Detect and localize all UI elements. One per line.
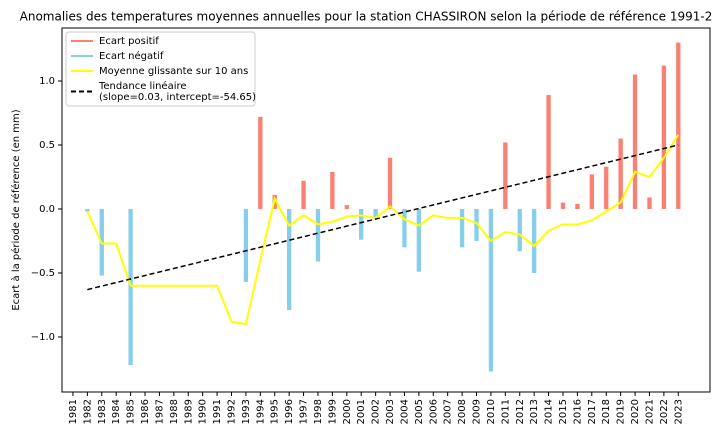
legend: Ecart positif Ecart négatif Moyenne glissa… bbox=[65, 31, 256, 107]
x-tick-label: 1992 bbox=[226, 399, 237, 424]
legend-label: Moyenne glissante sur 10 ans bbox=[99, 66, 248, 77]
x-tick-label: 2011 bbox=[500, 399, 511, 424]
legend-box bbox=[65, 31, 256, 107]
bar bbox=[647, 197, 652, 209]
y-tick-label: 0.5 bbox=[39, 140, 55, 151]
bar bbox=[676, 42, 681, 209]
x-tick-label: 1985 bbox=[126, 399, 137, 424]
bar bbox=[373, 208, 378, 218]
bar bbox=[503, 142, 508, 209]
x-tick-label: 1994 bbox=[255, 399, 266, 424]
bar bbox=[416, 208, 422, 272]
bar bbox=[315, 208, 321, 262]
y-axis-label: Ecart à la période de référence (en mm) bbox=[10, 109, 22, 310]
bar bbox=[387, 157, 393, 209]
bar bbox=[359, 208, 364, 240]
bar bbox=[85, 208, 90, 212]
x-tick-label: 2001 bbox=[356, 399, 367, 424]
bar bbox=[575, 203, 580, 209]
bar bbox=[632, 74, 638, 209]
bar bbox=[589, 174, 594, 209]
y-tick-label: −1.0 bbox=[31, 332, 55, 343]
x-tick-label: 2004 bbox=[399, 399, 410, 424]
bar bbox=[517, 208, 522, 252]
bar bbox=[604, 166, 609, 209]
legend-label: Ecart positif bbox=[99, 36, 159, 47]
x-tick-label: 2012 bbox=[515, 399, 526, 424]
bar bbox=[459, 208, 465, 248]
x-tick-label: 1993 bbox=[241, 399, 252, 424]
bar bbox=[402, 208, 407, 248]
x-tick-label: 1989 bbox=[183, 399, 194, 424]
x-tick-label: 2013 bbox=[529, 399, 540, 424]
bar bbox=[286, 208, 292, 311]
bar bbox=[488, 208, 494, 372]
line bbox=[86, 134, 680, 326]
x-tick-label: 2006 bbox=[428, 399, 439, 424]
bar bbox=[258, 116, 263, 209]
bar bbox=[618, 138, 623, 209]
x-tick-label: 2020 bbox=[630, 399, 641, 424]
x-tick-label: 1988 bbox=[169, 399, 180, 424]
legend-label: (slope=0.03, intercept=-54.65) bbox=[99, 92, 256, 103]
x-tick-label: 1997 bbox=[299, 399, 310, 424]
x-tick-label: 1995 bbox=[270, 399, 281, 424]
y-tick-label: 1.0 bbox=[39, 76, 55, 87]
x-tick-label: 2003 bbox=[385, 399, 396, 424]
x-tick-label: 2017 bbox=[587, 399, 598, 424]
legend-label: Tendance linéaire bbox=[98, 80, 187, 92]
bar bbox=[243, 208, 249, 282]
x-tick-label: 1986 bbox=[140, 399, 151, 424]
x-tick-label: 2023 bbox=[673, 399, 684, 424]
x-tick-label: 1981 bbox=[68, 399, 79, 424]
bar bbox=[546, 95, 551, 209]
x-tick-label: 2014 bbox=[544, 399, 555, 424]
x-tick-label: 2008 bbox=[457, 399, 468, 424]
y-tick-label: 0.0 bbox=[39, 204, 55, 215]
bar bbox=[474, 208, 479, 241]
x-tick-label: 1982 bbox=[82, 399, 93, 424]
x-tick-label: 2007 bbox=[443, 399, 454, 424]
line bbox=[87, 144, 679, 291]
x-tick-label: 2022 bbox=[659, 399, 670, 424]
x-tick-label: 2018 bbox=[601, 399, 612, 424]
x-tick-label: 1983 bbox=[97, 399, 108, 424]
x-tick-label: 1998 bbox=[313, 399, 324, 424]
x-tick-label: 1990 bbox=[198, 399, 209, 424]
chart-title: Anomalies des temperatures moyennes annu… bbox=[20, 10, 713, 24]
x-tick-label: 2000 bbox=[342, 399, 353, 424]
x-tick-label: 2019 bbox=[616, 399, 627, 424]
x-tick-label: 2015 bbox=[558, 399, 569, 424]
x-tick-label: 1991 bbox=[212, 399, 223, 424]
bar bbox=[344, 205, 349, 209]
legend-label: Ecart négatif bbox=[99, 50, 164, 62]
x-tick-label: 1999 bbox=[327, 399, 338, 424]
bar bbox=[128, 208, 133, 366]
bar bbox=[532, 208, 537, 273]
y-tick-label: −0.5 bbox=[31, 268, 55, 279]
x-tick-label: 2002 bbox=[371, 399, 382, 424]
x-tick-label: 2005 bbox=[414, 399, 425, 424]
x-tick-label: 1996 bbox=[284, 399, 295, 424]
plot-frame bbox=[61, 27, 711, 393]
bar bbox=[661, 65, 667, 209]
bar bbox=[330, 171, 335, 209]
bar bbox=[301, 180, 306, 209]
x-tick-label: 2009 bbox=[472, 399, 483, 424]
x-tick-label: 1987 bbox=[154, 399, 165, 424]
x-tick-label: 2021 bbox=[644, 399, 655, 424]
x-tick-label: 2016 bbox=[572, 399, 583, 424]
x-tick-label: 1984 bbox=[111, 399, 122, 424]
bar bbox=[560, 202, 566, 209]
x-tick-label: 2010 bbox=[486, 399, 497, 424]
